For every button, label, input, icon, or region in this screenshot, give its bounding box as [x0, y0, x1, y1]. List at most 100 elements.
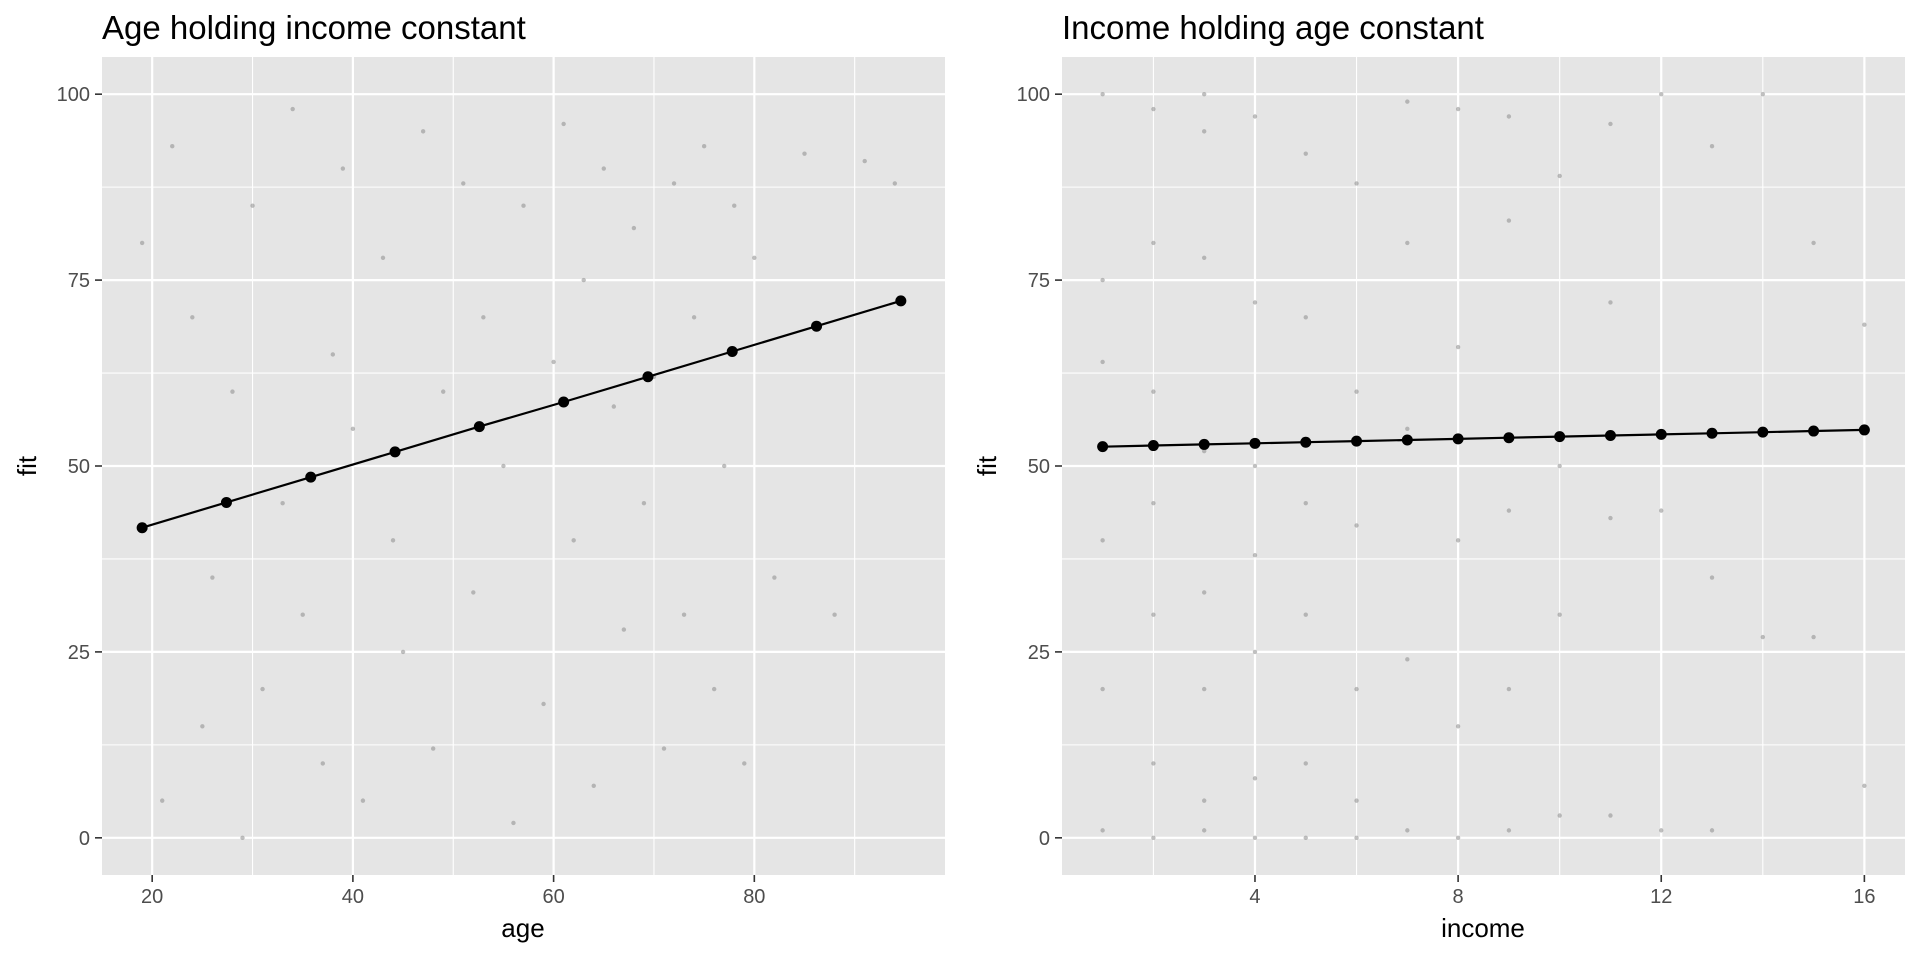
- left-fit-line: [136, 295, 907, 534]
- left-raw-point: [210, 575, 215, 580]
- right-raw-point: [1151, 761, 1156, 766]
- left-raw-point: [742, 761, 747, 766]
- right-x-tick-label: 16: [1853, 886, 1875, 908]
- left-y-tick-label: 50: [68, 456, 90, 478]
- left-raw-point: [561, 121, 566, 127]
- right-fit-point: [1503, 432, 1515, 444]
- right-y-axis-title: fit: [972, 455, 1002, 476]
- right-fit-point: [1757, 426, 1769, 438]
- left-raw-point: [641, 500, 647, 506]
- right-fit-point: [1147, 440, 1159, 452]
- left-raw-point: [170, 144, 175, 149]
- right-fit-point: [1300, 436, 1312, 448]
- left-raw-point: [691, 315, 697, 320]
- right-raw-point: [1201, 590, 1207, 595]
- left-raw-points: [139, 106, 898, 841]
- right-raw-point: [1862, 783, 1867, 788]
- left-panel-title: Age holding income constant: [102, 9, 526, 46]
- left-raw-point: [380, 255, 386, 260]
- right-raw-points: [1100, 91, 1867, 841]
- left-x-axis-title: age: [501, 913, 544, 943]
- right-raw-point: [1709, 828, 1715, 833]
- left-raw-point: [862, 158, 867, 164]
- right-raw-point: [1557, 612, 1562, 617]
- right-raw-point: [1252, 649, 1258, 655]
- left-raw-point: [631, 225, 637, 231]
- left-x-tick-label: 40: [342, 886, 364, 908]
- right-raw-point: [1252, 114, 1258, 119]
- left-raw-point: [139, 240, 145, 246]
- left-raw-point: [240, 835, 245, 841]
- right-y-tick-label: 0: [1039, 828, 1050, 850]
- right-raw-point: [1405, 657, 1410, 662]
- left-y-tick-label: 75: [68, 270, 90, 292]
- left-raw-point: [300, 612, 305, 617]
- right-fit-point: [1554, 431, 1566, 443]
- right-raw-point: [1100, 538, 1105, 543]
- left-x-tick-label: 80: [743, 886, 765, 908]
- left-raw-point: [601, 166, 606, 171]
- left-raw-point: [772, 575, 777, 580]
- right-x-tick-label: 4: [1249, 886, 1260, 908]
- left-fit-point: [305, 471, 317, 483]
- left-fit-point: [811, 320, 823, 332]
- left-raw-point: [200, 724, 205, 729]
- right-x-tick-label: 8: [1453, 886, 1464, 908]
- left-fit-point: [220, 496, 232, 508]
- left-raw-point: [461, 181, 466, 186]
- left-y-axis-title: fit: [12, 455, 42, 476]
- left-raw-point: [441, 389, 446, 394]
- right-raw-point: [1354, 523, 1359, 528]
- left-y-tick-label: 100: [57, 84, 90, 106]
- right-raw-point: [1608, 300, 1613, 305]
- left-fit-point: [136, 522, 148, 534]
- left-raw-point: [671, 181, 677, 186]
- right-raw-point: [1354, 835, 1359, 841]
- left-raw-point: [260, 686, 265, 692]
- right-fit-point: [1249, 437, 1261, 449]
- left-raw-point: [732, 203, 737, 208]
- right-raw-point: [1455, 835, 1461, 841]
- left-x-tick-label: 60: [542, 886, 564, 908]
- left-raw-point: [230, 389, 235, 394]
- left-panel: Age holding income constant 20 40 60 80 0 25 5…: [12, 9, 945, 943]
- right-raw-point: [1354, 389, 1359, 394]
- right-raw-point: [1405, 426, 1410, 432]
- left-fit-point: [642, 371, 654, 383]
- right-raw-point: [1303, 761, 1308, 766]
- right-raw-point: [1354, 181, 1359, 186]
- left-raw-point: [892, 181, 898, 186]
- left-raw-point: [330, 352, 336, 357]
- left-raw-point: [581, 277, 586, 283]
- right-raw-point: [1252, 553, 1258, 558]
- left-raw-point: [701, 144, 707, 149]
- right-fit-point: [1351, 435, 1363, 447]
- left-y-tick-label: 0: [79, 828, 90, 850]
- left-fit-point: [558, 396, 570, 408]
- left-raw-point: [681, 612, 687, 617]
- right-raw-point: [1303, 500, 1308, 506]
- right-raw-point: [1151, 612, 1156, 617]
- right-fit-point: [1858, 424, 1870, 436]
- left-raw-point: [832, 612, 837, 617]
- left-raw-point: [722, 463, 727, 469]
- right-raw-point: [1760, 91, 1766, 97]
- left-axes: 20 40 60 80 0 25 50 75 100: [57, 84, 766, 908]
- right-raw-point: [1100, 686, 1105, 692]
- right-fit-point: [1604, 430, 1616, 442]
- right-raw-point: [1506, 218, 1512, 223]
- right-raw-point: [1506, 114, 1512, 119]
- right-raw-point: [1608, 121, 1613, 127]
- right-raw-point: [1405, 240, 1410, 246]
- right-raw-point: [1252, 776, 1258, 781]
- right-raw-point: [1760, 634, 1766, 640]
- left-raw-point: [711, 686, 717, 692]
- right-raw-point: [1303, 612, 1308, 617]
- right-y-tick-label: 50: [1028, 456, 1050, 478]
- right-raw-point: [1201, 448, 1207, 454]
- right-fit-point: [1401, 434, 1413, 446]
- right-raw-point: [1709, 144, 1715, 149]
- left-raw-point: [591, 783, 596, 788]
- right-fit-path: [1102, 428, 1865, 448]
- right-raw-point: [1455, 344, 1461, 350]
